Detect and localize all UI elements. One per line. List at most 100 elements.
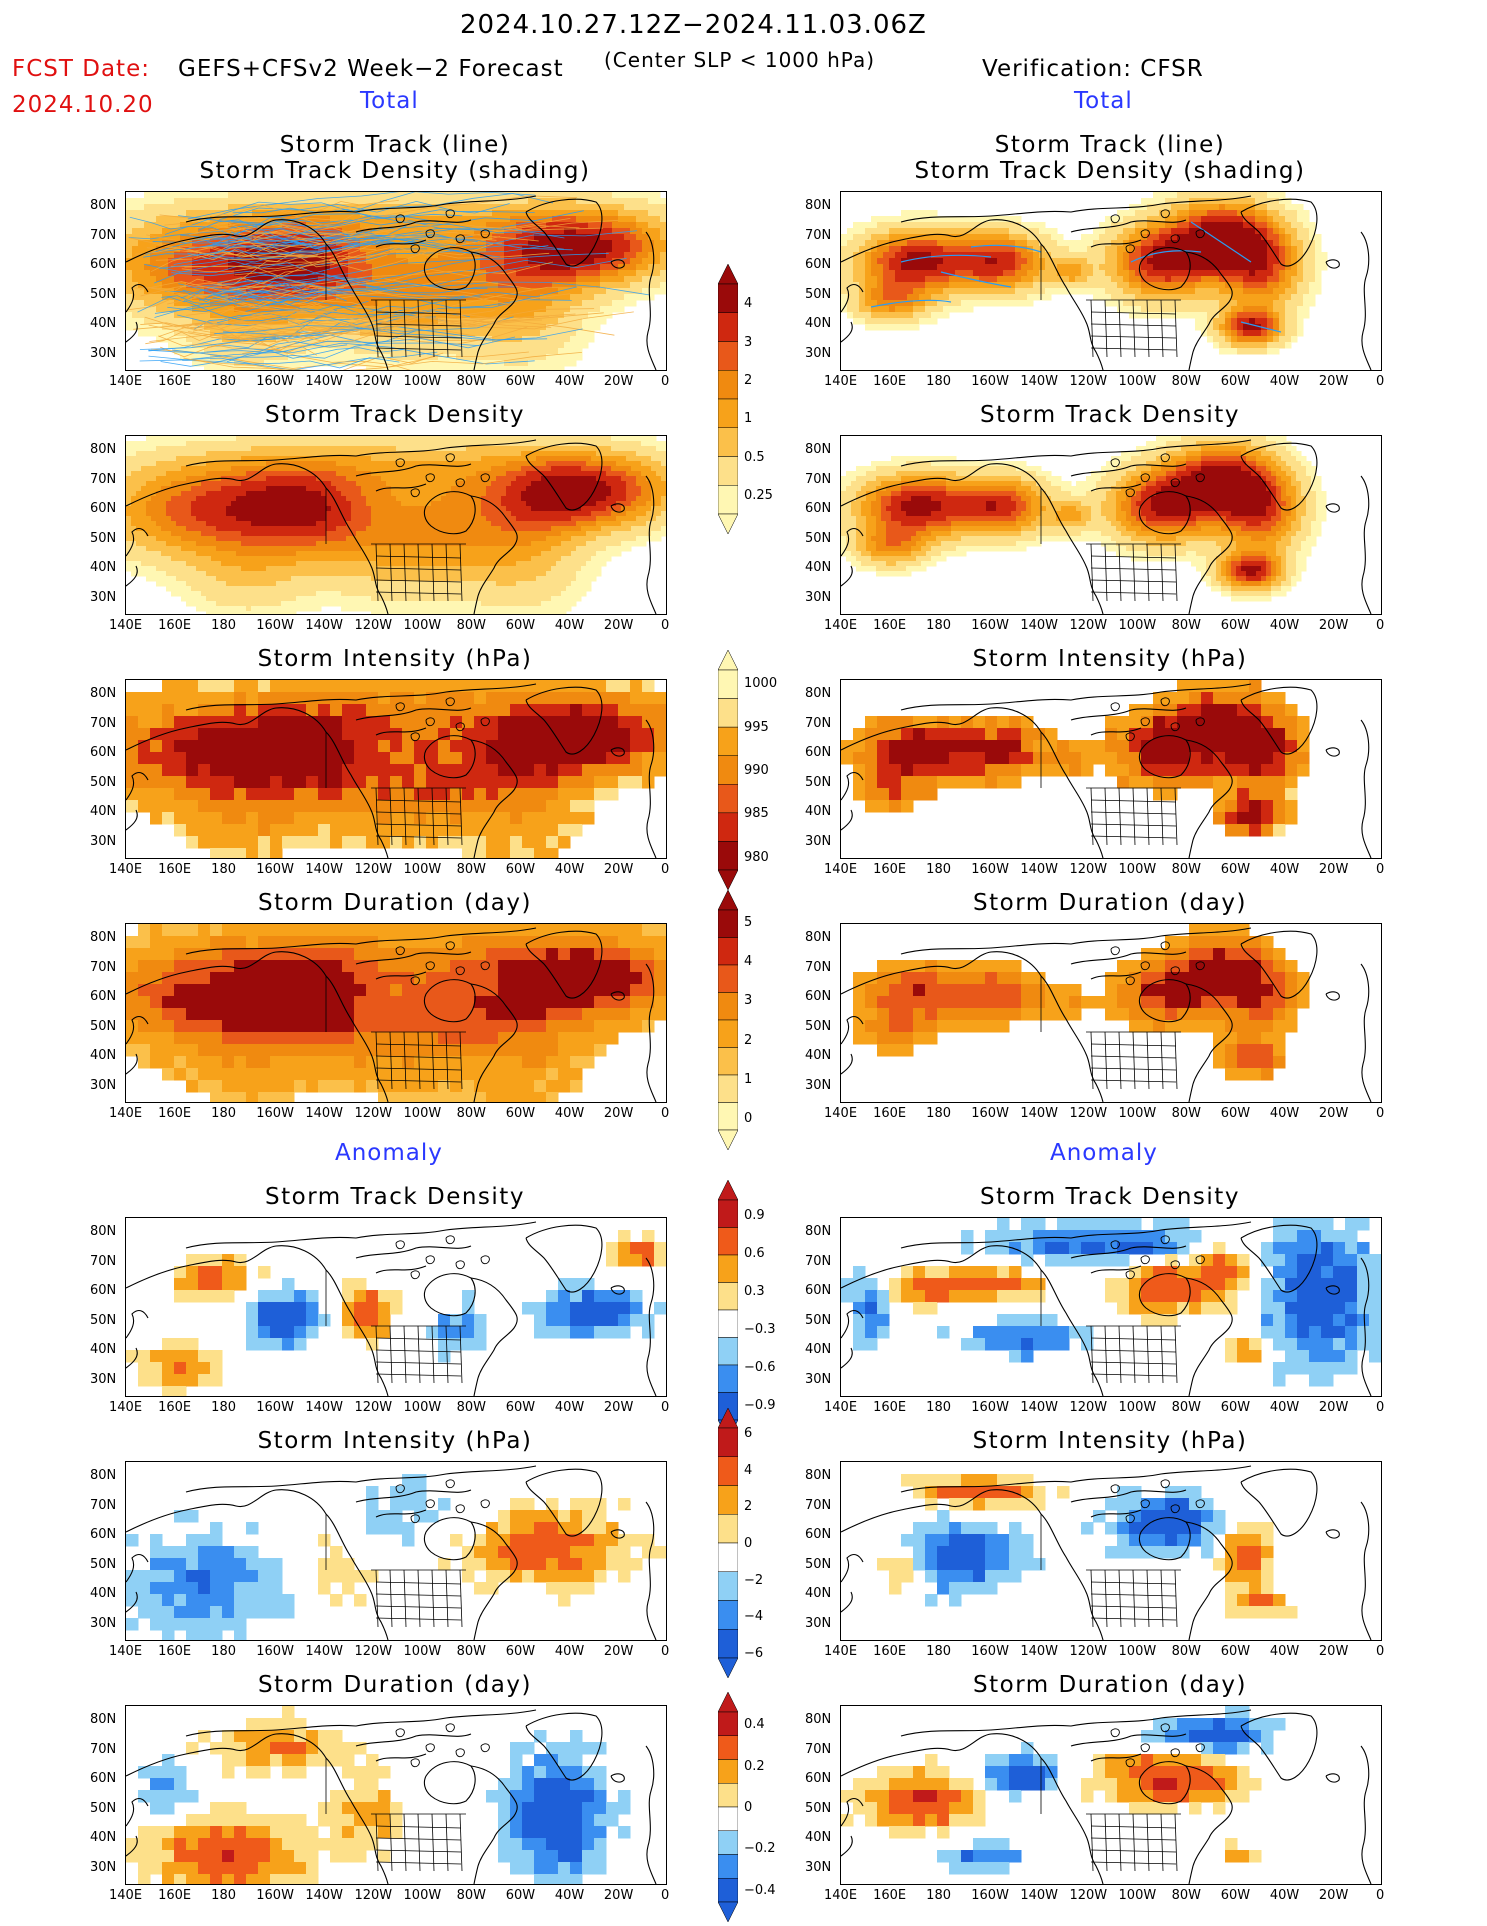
lat-label: 60N — [805, 258, 831, 271]
lat-label: 60N — [805, 746, 831, 759]
section-total-left: Total — [360, 90, 419, 113]
lon-label: 100W — [1119, 1645, 1157, 1658]
lat-label: 70N — [805, 717, 831, 730]
lon-label: 180 — [211, 1645, 236, 1658]
map-canvas — [841, 1706, 1381, 1884]
lon-label: 140W — [1020, 375, 1058, 388]
lon-label: 180 — [211, 375, 236, 388]
lon-label: 140E — [824, 1401, 857, 1414]
map-cfsr-intensity-anom — [840, 1461, 1382, 1641]
lon-label: 0 — [661, 619, 669, 632]
lat-label: 80N — [805, 1469, 831, 1482]
lon-label: 0 — [1376, 619, 1384, 632]
colorbar-tick-label: 4 — [744, 297, 752, 310]
lat-label: 40N — [805, 1587, 831, 1600]
colorbar-tick-label: −2 — [744, 1574, 763, 1587]
lat-label: 30N — [90, 835, 116, 848]
verification-label: Verification: CFSR — [982, 58, 1204, 81]
lat-label: 70N — [805, 1743, 831, 1756]
colorbar-tick-label: 2 — [744, 374, 752, 387]
lat-label: 80N — [90, 443, 116, 456]
map-canvas — [126, 1462, 666, 1640]
lon-label: 100W — [404, 1401, 442, 1414]
lat-label: 70N — [90, 1743, 116, 1756]
colorbar-tick-label: 990 — [744, 764, 769, 777]
lon-label: 140W — [305, 1645, 343, 1658]
map-canvas — [841, 192, 1381, 370]
colorbar-tick-label: 0 — [744, 1537, 752, 1550]
period-title: 2024.10.27.12Z−2024.11.03.06Z — [460, 12, 927, 38]
lon-label: 140E — [109, 1645, 142, 1658]
title-intensity-left: Storm Intensity (hPa) — [125, 648, 665, 671]
lon-label: 160W — [971, 1401, 1009, 1414]
lat-label: 80N — [90, 1713, 116, 1726]
map-canvas — [841, 1218, 1381, 1396]
lat-label: 70N — [805, 473, 831, 486]
lat-label: 60N — [805, 502, 831, 515]
lon-label: 140W — [1020, 863, 1058, 876]
lon-label: 0 — [661, 863, 669, 876]
lon-label: 180 — [926, 1645, 951, 1658]
lon-label: 140W — [305, 375, 343, 388]
lat-label: 50N — [805, 532, 831, 545]
colorbar-tick-label: 3 — [744, 336, 752, 349]
map-fcst-density-anom — [125, 1217, 667, 1397]
lon-label: 100W — [404, 1889, 442, 1902]
lon-label: 80W — [1172, 863, 1201, 876]
lat-label: 50N — [90, 776, 116, 789]
map-canvas — [841, 924, 1381, 1102]
lon-label: 160W — [256, 619, 294, 632]
map-cfsr-intensity — [840, 679, 1382, 859]
lon-label: 40W — [555, 1645, 584, 1658]
lat-label: 80N — [90, 931, 116, 944]
lon-label: 140E — [824, 375, 857, 388]
lat-label: 80N — [805, 199, 831, 212]
lon-label: 40W — [1270, 1401, 1299, 1414]
lon-label: 140E — [109, 863, 142, 876]
map-cfsr-duration-anom — [840, 1705, 1382, 1885]
lon-label: 120W — [354, 1107, 392, 1120]
lat-label: 40N — [90, 805, 116, 818]
lon-label: 140E — [109, 1107, 142, 1120]
lon-label: 160W — [256, 375, 294, 388]
lon-label: 80W — [457, 1645, 486, 1658]
lat-label: 70N — [90, 229, 116, 242]
lon-label: 80W — [1172, 375, 1201, 388]
lon-label: 0 — [661, 1889, 669, 1902]
lon-label: 140W — [1020, 1401, 1058, 1414]
colorbar-tick-label: 0 — [744, 1801, 752, 1814]
map-canvas — [841, 1462, 1381, 1640]
lon-label: 180 — [211, 1401, 236, 1414]
colorbar-tick-label: −0.3 — [744, 1323, 776, 1336]
lat-label: 30N — [805, 1079, 831, 1092]
title-anom-duration-left: Storm Duration (day) — [125, 1674, 665, 1697]
lat-label: 80N — [805, 1225, 831, 1238]
lon-label: 180 — [926, 1401, 951, 1414]
fcst-date-value: 2024.10.20 — [12, 94, 154, 117]
fcst-date-label: FCST Date: — [12, 58, 150, 81]
lat-label: 50N — [90, 1314, 116, 1327]
lon-label: 0 — [661, 1107, 669, 1120]
lon-label: 120W — [1069, 1401, 1107, 1414]
colorbar-tick-label: 1000 — [744, 677, 777, 690]
lon-label: 120W — [1069, 1645, 1107, 1658]
colorbar-tick-label: −0.6 — [744, 1361, 776, 1374]
lon-label: 140W — [305, 863, 343, 876]
colorbar-tick-label: 2 — [744, 1034, 752, 1047]
lat-label: 40N — [805, 1049, 831, 1062]
lon-label: 60W — [1221, 619, 1250, 632]
lon-label: 80W — [1172, 619, 1201, 632]
lon-label: 160W — [256, 1107, 294, 1120]
colorbar-tick-label: 985 — [744, 807, 769, 820]
colorbar-tick-label: 0.6 — [744, 1247, 765, 1260]
lon-label: 160W — [971, 1645, 1009, 1658]
lon-label: 120W — [354, 1401, 392, 1414]
lon-label: 60W — [1221, 1645, 1250, 1658]
title-anom-intensity-right: Storm Intensity (hPa) — [840, 1430, 1380, 1453]
lon-label: 160W — [971, 1107, 1009, 1120]
lon-label: 180 — [926, 1889, 951, 1902]
colorbar-tick-label: −6 — [744, 1647, 763, 1660]
lon-label: 100W — [404, 1645, 442, 1658]
lon-label: 180 — [926, 863, 951, 876]
